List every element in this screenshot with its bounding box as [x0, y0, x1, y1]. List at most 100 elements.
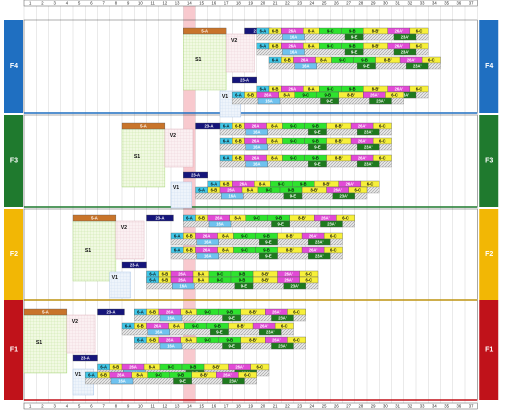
- floor-label-right: F2: [485, 251, 493, 258]
- task-ap23-label: 23A': [229, 379, 238, 384]
- task-e9-label: 9-E: [241, 284, 248, 289]
- task-c6-label: 6-C: [416, 44, 423, 49]
- task-bp8-label: 8-B': [249, 338, 257, 343]
- s1-zone: [183, 33, 227, 91]
- buffer-hatch: [170, 238, 343, 246]
- column-label: 1: [29, 1, 32, 6]
- task-b9-label: 9-B: [177, 373, 184, 378]
- task-bp8-label: 8-B': [335, 124, 343, 129]
- task-c6-label: 6-C: [330, 248, 337, 253]
- task-a16-label: 16A: [167, 316, 175, 321]
- task-v-a-label: 23-A: [107, 310, 116, 315]
- task-b6-label: 6-B: [284, 58, 291, 63]
- task-c9-label: 9-C: [192, 324, 199, 329]
- buffer-hatch: [85, 377, 257, 385]
- task-ap26-label: 26A': [260, 324, 269, 329]
- task-e9-label: 9-E: [228, 316, 235, 321]
- task-a8-label: 8-A: [320, 58, 327, 63]
- task-a8-label: 8-A: [308, 29, 315, 34]
- task-a16-label: 16A: [118, 379, 126, 384]
- task-c9-label: 9-C: [278, 182, 285, 187]
- buffer-hatch: [232, 97, 404, 105]
- task-a8-label: 8-A: [198, 272, 205, 277]
- task-e9-label: 9-E: [277, 222, 284, 227]
- task-ap23-label: 23A': [315, 254, 324, 259]
- column-label: 28: [359, 404, 364, 409]
- task-a8-label: 8-A: [283, 93, 290, 98]
- task-b6-label: 6-B: [198, 216, 205, 221]
- task-ap26-label: 26A': [358, 156, 367, 161]
- column-label: 12: [163, 1, 168, 6]
- column-label: 25: [322, 1, 327, 6]
- column-label: 15: [199, 404, 204, 409]
- task-a16-label: 16A: [265, 99, 273, 104]
- column-label: 7: [102, 1, 105, 6]
- task-a26-label: 26A: [252, 156, 260, 161]
- task-a16-bar: [282, 48, 305, 56]
- column-label: 18: [236, 404, 241, 409]
- floor-tab-left: [4, 209, 23, 300]
- buffer-hatch: [268, 62, 441, 70]
- task-b9-label: 9-B: [263, 248, 270, 253]
- floor-label-right: F3: [485, 158, 493, 165]
- task-ap26-label: 26A': [395, 87, 404, 92]
- task-a6-label: 6-A: [137, 310, 144, 315]
- v2-zone: [225, 33, 255, 73]
- task-ap23-bar: [406, 62, 429, 70]
- task-ap23-bar: [357, 160, 380, 168]
- task-c9-label: 9-C: [168, 365, 175, 370]
- task-a26-label: 26A: [264, 93, 272, 98]
- task-e9-label: 9-E: [326, 99, 333, 104]
- task-c9-label: 9-C: [339, 58, 346, 63]
- task-bp8-label: 8-B': [200, 373, 208, 378]
- task-c6-label: 6-C: [391, 93, 398, 98]
- task-ap26-label: 26A': [272, 338, 281, 343]
- floor-bands: F4 F4 F3 F3 F2 F2 F1 F1: [4, 19, 499, 401]
- column-label: 32: [408, 404, 413, 409]
- column-label: 30: [383, 1, 388, 6]
- column-label: 25: [322, 404, 327, 409]
- task-ap23-label: 23A': [278, 344, 287, 349]
- task-a16-bar: [294, 62, 317, 70]
- task-ap26-label: 26A': [346, 182, 355, 187]
- task-a26-label: 26A: [129, 365, 137, 370]
- floor-label-left: F1: [10, 347, 18, 354]
- task-v1-a-label: 23-A: [130, 263, 139, 268]
- buffer-hatch: [183, 220, 355, 228]
- task-s-a-bar: [121, 122, 166, 130]
- task-bars: 5-A23-A6-A6-B26A8-A9-C9-B8-B'26A'6-C16A9…: [23, 27, 441, 385]
- task-e9-label: 9-E: [314, 130, 321, 135]
- task-a8-label: 8-A: [185, 310, 192, 315]
- task-ap26-label: 26A': [284, 278, 293, 283]
- task-a16-bar: [245, 160, 268, 168]
- task-ap23-label: 23A': [401, 93, 410, 98]
- floor-tab-left: [4, 20, 23, 113]
- task-c9-label: 9-C: [241, 234, 248, 239]
- task-a6-label: 6-A: [100, 365, 107, 370]
- column-label: 16: [212, 1, 217, 6]
- s1-zone: [72, 220, 117, 282]
- task-c6-label: 6-C: [330, 234, 337, 239]
- column-label: 2: [41, 1, 44, 6]
- task-b6-label: 6-B: [137, 324, 144, 329]
- task-c9-label: 9-C: [290, 156, 297, 161]
- task-v1-a-bar: [72, 354, 98, 362]
- task-a16-label: 16A: [204, 254, 212, 259]
- task-a26-label: 26A: [166, 310, 174, 315]
- buffer-hatch: [195, 192, 368, 200]
- task-b6-label: 6-B: [272, 44, 279, 49]
- task-b6-label: 6-B: [272, 87, 279, 92]
- task-b9-label: 9-B: [263, 234, 270, 239]
- task-bp8-label: 8-B': [372, 87, 380, 92]
- task-a8-label: 8-A: [308, 44, 315, 49]
- task-a8-label: 8-A: [259, 182, 266, 187]
- column-label: 23: [297, 404, 302, 409]
- task-ap23-label: 23A': [290, 284, 299, 289]
- floor-label-left: F4: [10, 63, 18, 70]
- task-e9-bar: [308, 143, 327, 151]
- task-b6-label: 6-B: [149, 310, 156, 315]
- task-c6-label: 6-C: [306, 272, 313, 277]
- task-a26-label: 26A: [117, 373, 125, 378]
- column-label: 6: [90, 404, 93, 409]
- task-ap26-label: 26A': [358, 139, 367, 144]
